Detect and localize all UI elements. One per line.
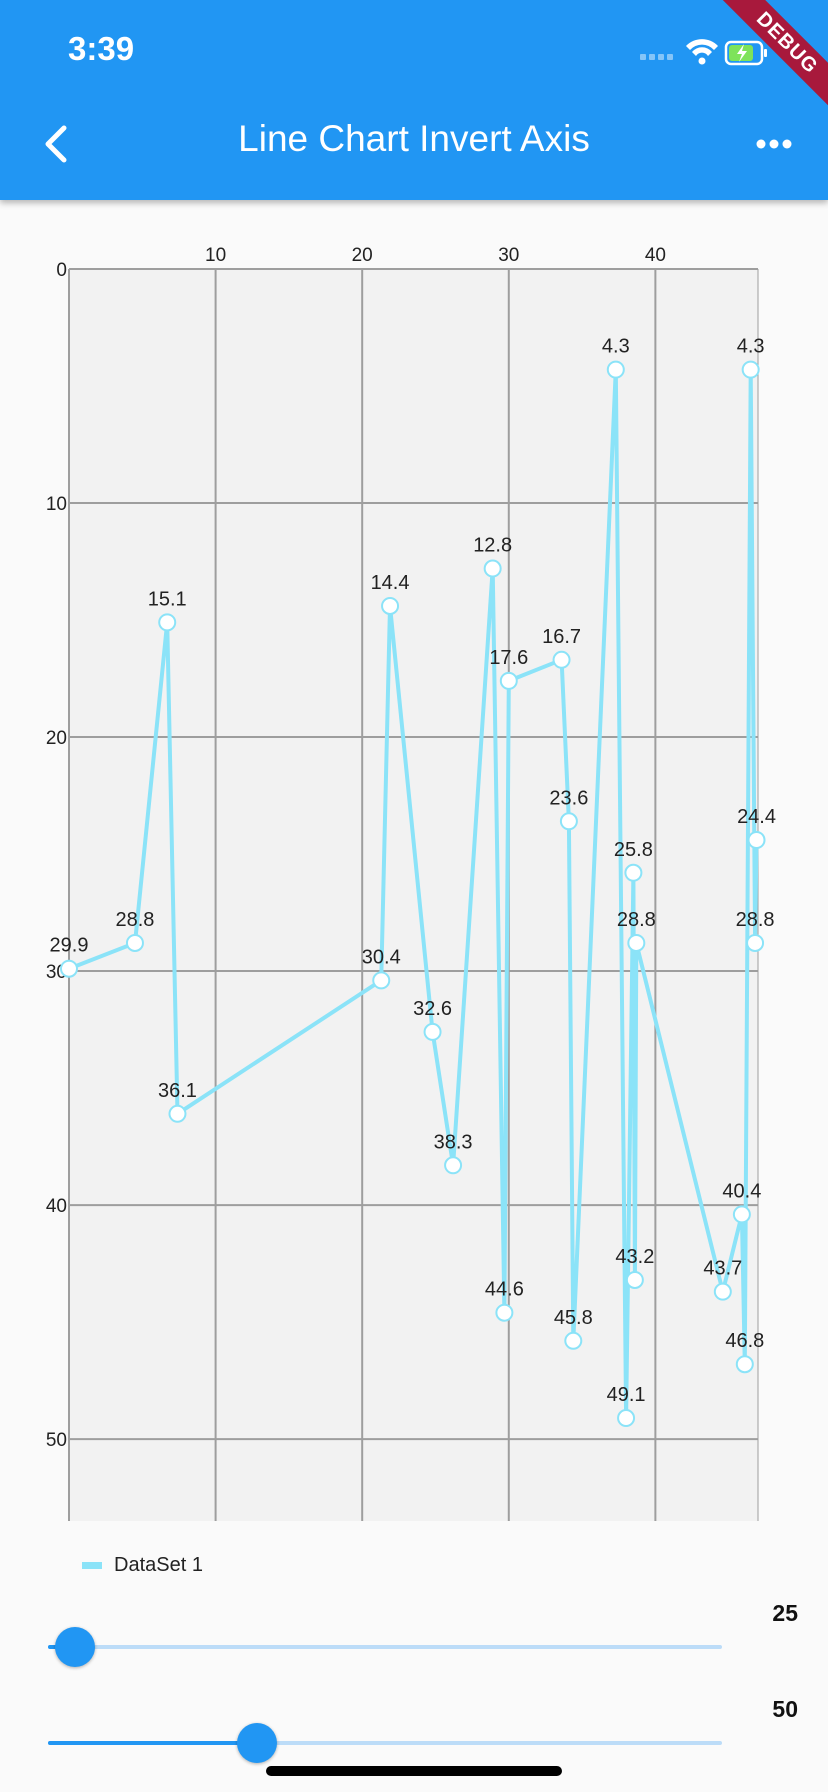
data-point: [732, 1205, 751, 1224]
data-label: 29.9: [50, 935, 89, 957]
debug-banner: DEBUG: [708, 0, 828, 120]
data-label: 4.3: [602, 336, 630, 358]
back-button[interactable]: [30, 114, 86, 174]
chart-legend: DataSet 1: [82, 1550, 203, 1580]
data-label: 16.7: [542, 626, 581, 648]
wifi-icon: [686, 39, 718, 65]
data-point: [158, 613, 177, 632]
data-point: [713, 1282, 732, 1301]
y-tick-label: 40: [46, 1196, 67, 1217]
data-label: 15.1: [148, 588, 187, 610]
data-point: [483, 559, 502, 578]
data-label: 24.4: [737, 806, 776, 828]
slider-track: [48, 1741, 722, 1745]
more-options-button[interactable]: [746, 124, 802, 164]
y-range-value: 50: [772, 1696, 798, 1722]
data-label: 17.6: [489, 647, 528, 669]
data-label: 43.2: [615, 1246, 654, 1268]
data-label: 28.8: [736, 909, 775, 931]
data-point: [606, 360, 625, 379]
x-tick-label: 30: [498, 245, 519, 266]
back-arrow-icon: [45, 125, 67, 163]
page-title: Line Chart Invert Axis: [238, 118, 590, 159]
battery-icon: [724, 40, 767, 66]
slider-track: [48, 1645, 722, 1649]
x-count-value: 25: [772, 1600, 798, 1626]
data-label: 4.3: [737, 336, 765, 358]
data-label: 46.8: [725, 1330, 764, 1352]
data-label: 30.4: [362, 946, 401, 968]
data-point: [372, 971, 391, 990]
legend-label: DataSet 1: [114, 1553, 203, 1576]
data-point: [559, 812, 578, 831]
data-point: [499, 671, 518, 690]
x-count-slider[interactable]: [48, 1625, 722, 1669]
y-tick-label: 0: [56, 260, 67, 281]
app-bar: 3:39 Line Chart Invert Axis: [0, 0, 828, 200]
data-point: [125, 933, 144, 952]
x-tick-label: 40: [645, 245, 666, 266]
data-point: [746, 933, 765, 952]
y-tick-label: 10: [46, 494, 67, 515]
data-label: 25.8: [614, 839, 653, 861]
data-label: 40.4: [722, 1180, 761, 1202]
slider-fill: [48, 1741, 257, 1745]
data-point: [624, 863, 643, 882]
data-point: [495, 1303, 514, 1322]
data-point: [617, 1409, 636, 1428]
plot-background: [69, 269, 758, 1521]
data-label: 23.6: [549, 787, 588, 809]
data-point: [747, 831, 766, 850]
y-range-slider[interactable]: [48, 1721, 722, 1765]
data-label: 43.7: [703, 1258, 742, 1280]
home-indicator: [266, 1766, 562, 1776]
data-point: [381, 596, 400, 615]
y-tick-label: 20: [46, 728, 67, 749]
data-point: [552, 650, 571, 669]
data-point: [735, 1355, 754, 1374]
data-point: [444, 1156, 463, 1175]
data-label: 28.8: [617, 909, 656, 931]
line-chart[interactable]: 10 20 30 400102030405029.928.815.136.130.41…: [0, 200, 828, 1540]
data-point: [564, 1331, 583, 1350]
signal-icon: [640, 54, 673, 60]
data-label: 28.8: [115, 909, 154, 931]
x-tick-label: 10: [205, 245, 226, 266]
more-horizontal-icon: [756, 139, 792, 149]
data-label: 44.6: [485, 1279, 524, 1301]
status-icons: [640, 39, 767, 66]
data-point: [625, 1270, 644, 1289]
data-point: [741, 360, 760, 379]
slider-thumb[interactable]: [236, 1723, 277, 1763]
data-point: [60, 959, 78, 978]
data-label: 45.8: [554, 1307, 593, 1329]
data-label: 49.1: [607, 1384, 646, 1406]
data-label: 38.3: [434, 1131, 473, 1153]
data-point: [423, 1022, 442, 1041]
data-label: 14.4: [371, 572, 410, 594]
data-label: 32.6: [413, 998, 452, 1020]
status-time: 3:39: [68, 30, 135, 67]
data-label: 12.8: [473, 535, 512, 557]
slider-thumb[interactable]: [54, 1627, 95, 1667]
data-point: [627, 933, 646, 952]
x-tick-label: 20: [352, 245, 373, 266]
data-label: 36.1: [158, 1080, 197, 1102]
debug-banner-label: DEBUG: [716, 0, 828, 114]
y-tick-label: 50: [46, 1430, 67, 1451]
legend-swatch: [82, 1561, 102, 1569]
data-point: [168, 1104, 187, 1123]
